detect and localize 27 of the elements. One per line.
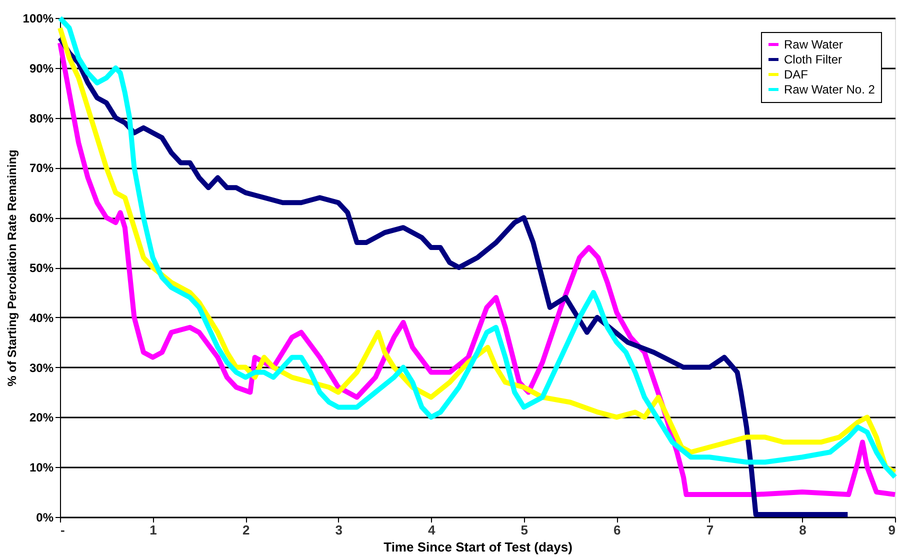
legend-label: Raw Water No. 2 bbox=[784, 82, 876, 96]
x-tick-label: 8 bbox=[799, 522, 806, 538]
x-tick-label: 4 bbox=[428, 522, 436, 538]
x-tick-label: 6 bbox=[614, 522, 621, 538]
y-axis-title: % of Starting Percolation Rate Remaining bbox=[4, 150, 19, 386]
y-tick-label: 20% bbox=[29, 410, 54, 425]
y-tick-label: 0% bbox=[36, 510, 54, 524]
legend-label: DAF bbox=[784, 68, 808, 82]
y-tick-label: 90% bbox=[29, 61, 54, 76]
x-tick-label: 2 bbox=[242, 522, 250, 538]
y-tick-label: 100% bbox=[22, 12, 54, 26]
x-axis-title: Time Since Start of Test (days) bbox=[384, 540, 572, 554]
x-tick-label: 9 bbox=[888, 522, 896, 538]
x-tick-label: 3 bbox=[335, 522, 342, 538]
x-tick-label: - bbox=[60, 522, 65, 538]
legend-label: Raw Water bbox=[784, 38, 843, 52]
y-tick-label: 60% bbox=[29, 211, 54, 226]
y-tick-label: 30% bbox=[29, 360, 54, 375]
legend-label: Cloth Filter bbox=[784, 52, 842, 66]
y-tick-label: 40% bbox=[29, 310, 54, 325]
y-tick-label: 80% bbox=[29, 111, 54, 126]
x-tick-label: 1 bbox=[150, 522, 157, 538]
x-tick-label: 7 bbox=[706, 522, 714, 538]
y-tick-label: 70% bbox=[29, 161, 54, 176]
y-tick-label: 50% bbox=[29, 261, 54, 275]
y-tick-label: 10% bbox=[29, 460, 54, 475]
x-tick-label: 5 bbox=[520, 522, 528, 538]
